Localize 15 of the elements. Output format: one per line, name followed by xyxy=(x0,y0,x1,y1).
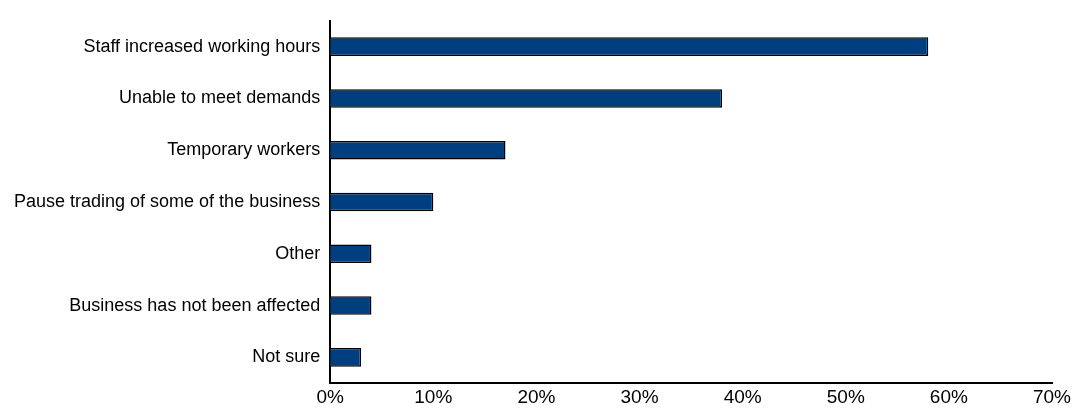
x-tick-label: 40% xyxy=(723,385,762,407)
x-tick-label: 70% xyxy=(1032,385,1072,407)
y-tick-label: Staff increased working hours xyxy=(83,35,321,56)
x-tick-label: 10% xyxy=(414,385,453,407)
y-tick-label: Pause trading of some of the business xyxy=(14,190,321,211)
y-tick-label: Not sure xyxy=(252,346,321,367)
x-tick-label: 20% xyxy=(517,385,556,407)
y-tick-label: Business has not been affected xyxy=(69,294,321,315)
x-tick-label: 30% xyxy=(620,385,659,407)
x-tick-label: 50% xyxy=(826,385,865,407)
x-tick-label: 0% xyxy=(316,385,345,407)
y-tick-label: Other xyxy=(275,242,321,263)
y-tick-label: Temporary workers xyxy=(167,139,321,160)
x-tick-label: 60% xyxy=(929,385,968,407)
y-tick-label: Unable to meet demands xyxy=(119,87,321,108)
